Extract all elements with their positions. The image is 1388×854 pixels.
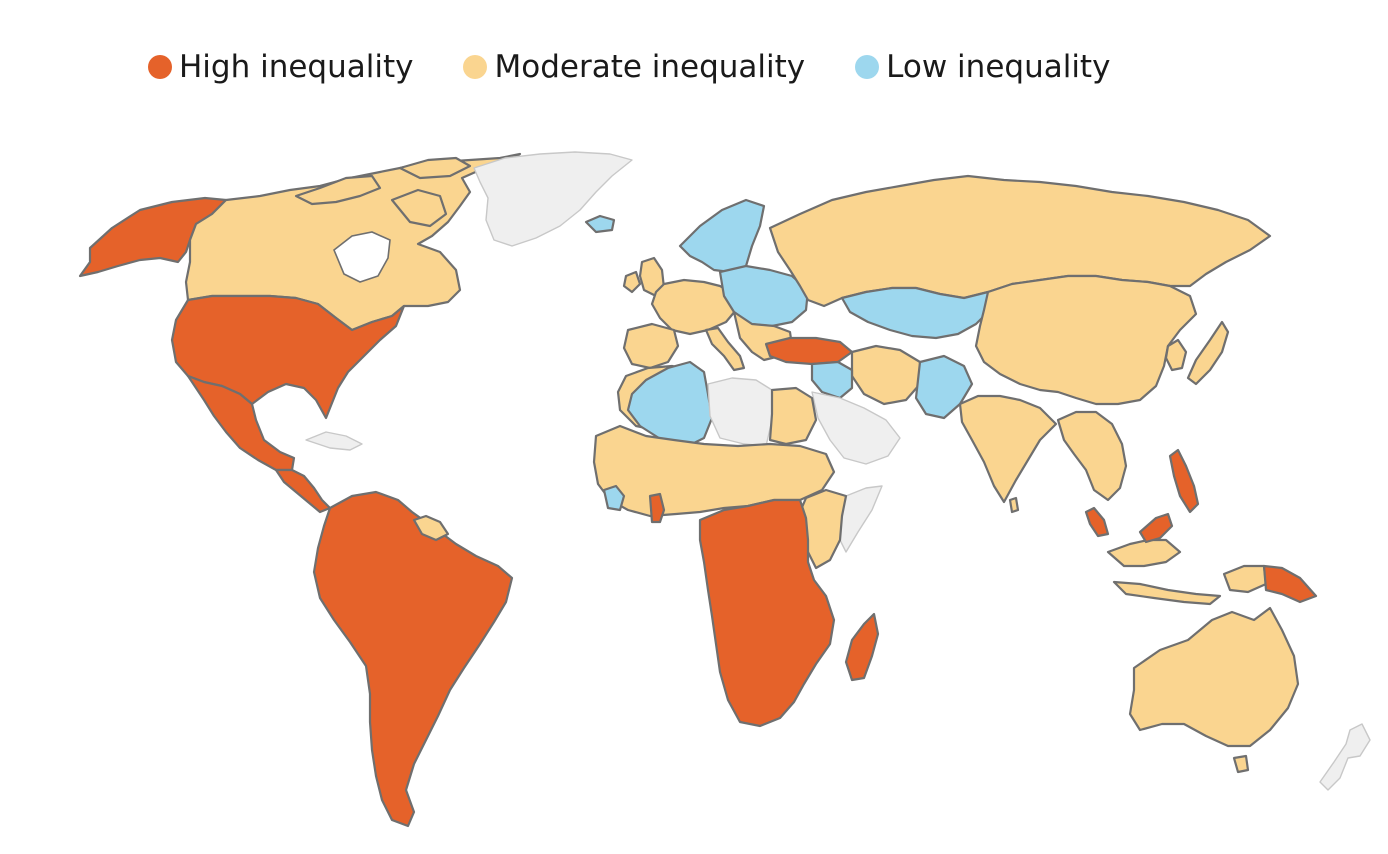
legend-item-high: High inequality xyxy=(148,44,413,90)
region-indonesia-java xyxy=(1112,580,1222,606)
region-ireland xyxy=(622,270,642,294)
region-guinea xyxy=(602,484,626,512)
region-borneo-malaysia xyxy=(1138,512,1174,544)
region-indonesia xyxy=(1106,538,1182,568)
legend-item-low: Low inequality xyxy=(855,44,1110,90)
region-japan xyxy=(1186,320,1230,386)
region-madagascar xyxy=(844,612,880,682)
region-korea xyxy=(1164,338,1188,372)
region-south-america xyxy=(312,490,514,828)
region-india xyxy=(958,394,1058,504)
region-papua-new-guinea xyxy=(1262,564,1318,604)
region-ghana xyxy=(648,492,666,524)
region-iran xyxy=(850,344,922,406)
region-scandinavia xyxy=(678,198,766,274)
legend-swatch-moderate xyxy=(463,55,488,79)
region-algeria xyxy=(626,360,714,450)
region-malaysia xyxy=(1084,506,1110,538)
region-iceland xyxy=(584,214,616,234)
world-map-svg xyxy=(78,151,1371,828)
region-eastern-europe xyxy=(718,264,810,328)
legend-swatch-low xyxy=(855,55,880,79)
region-caribbean xyxy=(305,431,363,451)
map-legend: High inequality Moderate inequality Low … xyxy=(148,44,1160,90)
legend-label-moderate: Moderate inequality xyxy=(494,49,806,85)
region-alaska xyxy=(78,196,228,278)
region-libya xyxy=(707,377,773,447)
region-china xyxy=(974,274,1198,406)
region-canada-baffin xyxy=(390,188,448,228)
region-canada-ellesmere xyxy=(398,156,472,180)
legend-label-low: Low inequality xyxy=(886,49,1111,85)
region-central-america xyxy=(274,468,332,514)
region-southeast-asia xyxy=(1056,410,1128,502)
region-iberia xyxy=(622,322,680,370)
region-guianas xyxy=(412,514,450,542)
region-new-zealand xyxy=(1319,723,1371,791)
region-tasmania xyxy=(1232,754,1250,774)
region-mexico xyxy=(186,374,296,472)
region-italy xyxy=(704,326,746,372)
legend-swatch-high xyxy=(148,55,172,79)
region-sri-lanka xyxy=(1008,496,1020,514)
region-hudson-bay xyxy=(333,231,391,283)
region-egypt xyxy=(768,386,818,446)
region-western-europe xyxy=(650,278,738,336)
legend-item-moderate: Moderate inequality xyxy=(463,44,805,90)
world-map xyxy=(0,140,1388,840)
legend-label-high: High inequality xyxy=(179,49,414,85)
region-central-southern-africa xyxy=(698,498,836,728)
region-philippines xyxy=(1168,448,1200,514)
region-greenland xyxy=(473,151,633,247)
region-turkey xyxy=(764,336,854,366)
region-new-guinea-west xyxy=(1222,564,1268,594)
region-canada-arctic-islands xyxy=(294,174,382,206)
region-arabian-peninsula xyxy=(811,391,901,465)
region-australia xyxy=(1128,606,1300,748)
region-iraq-syria xyxy=(810,360,854,400)
